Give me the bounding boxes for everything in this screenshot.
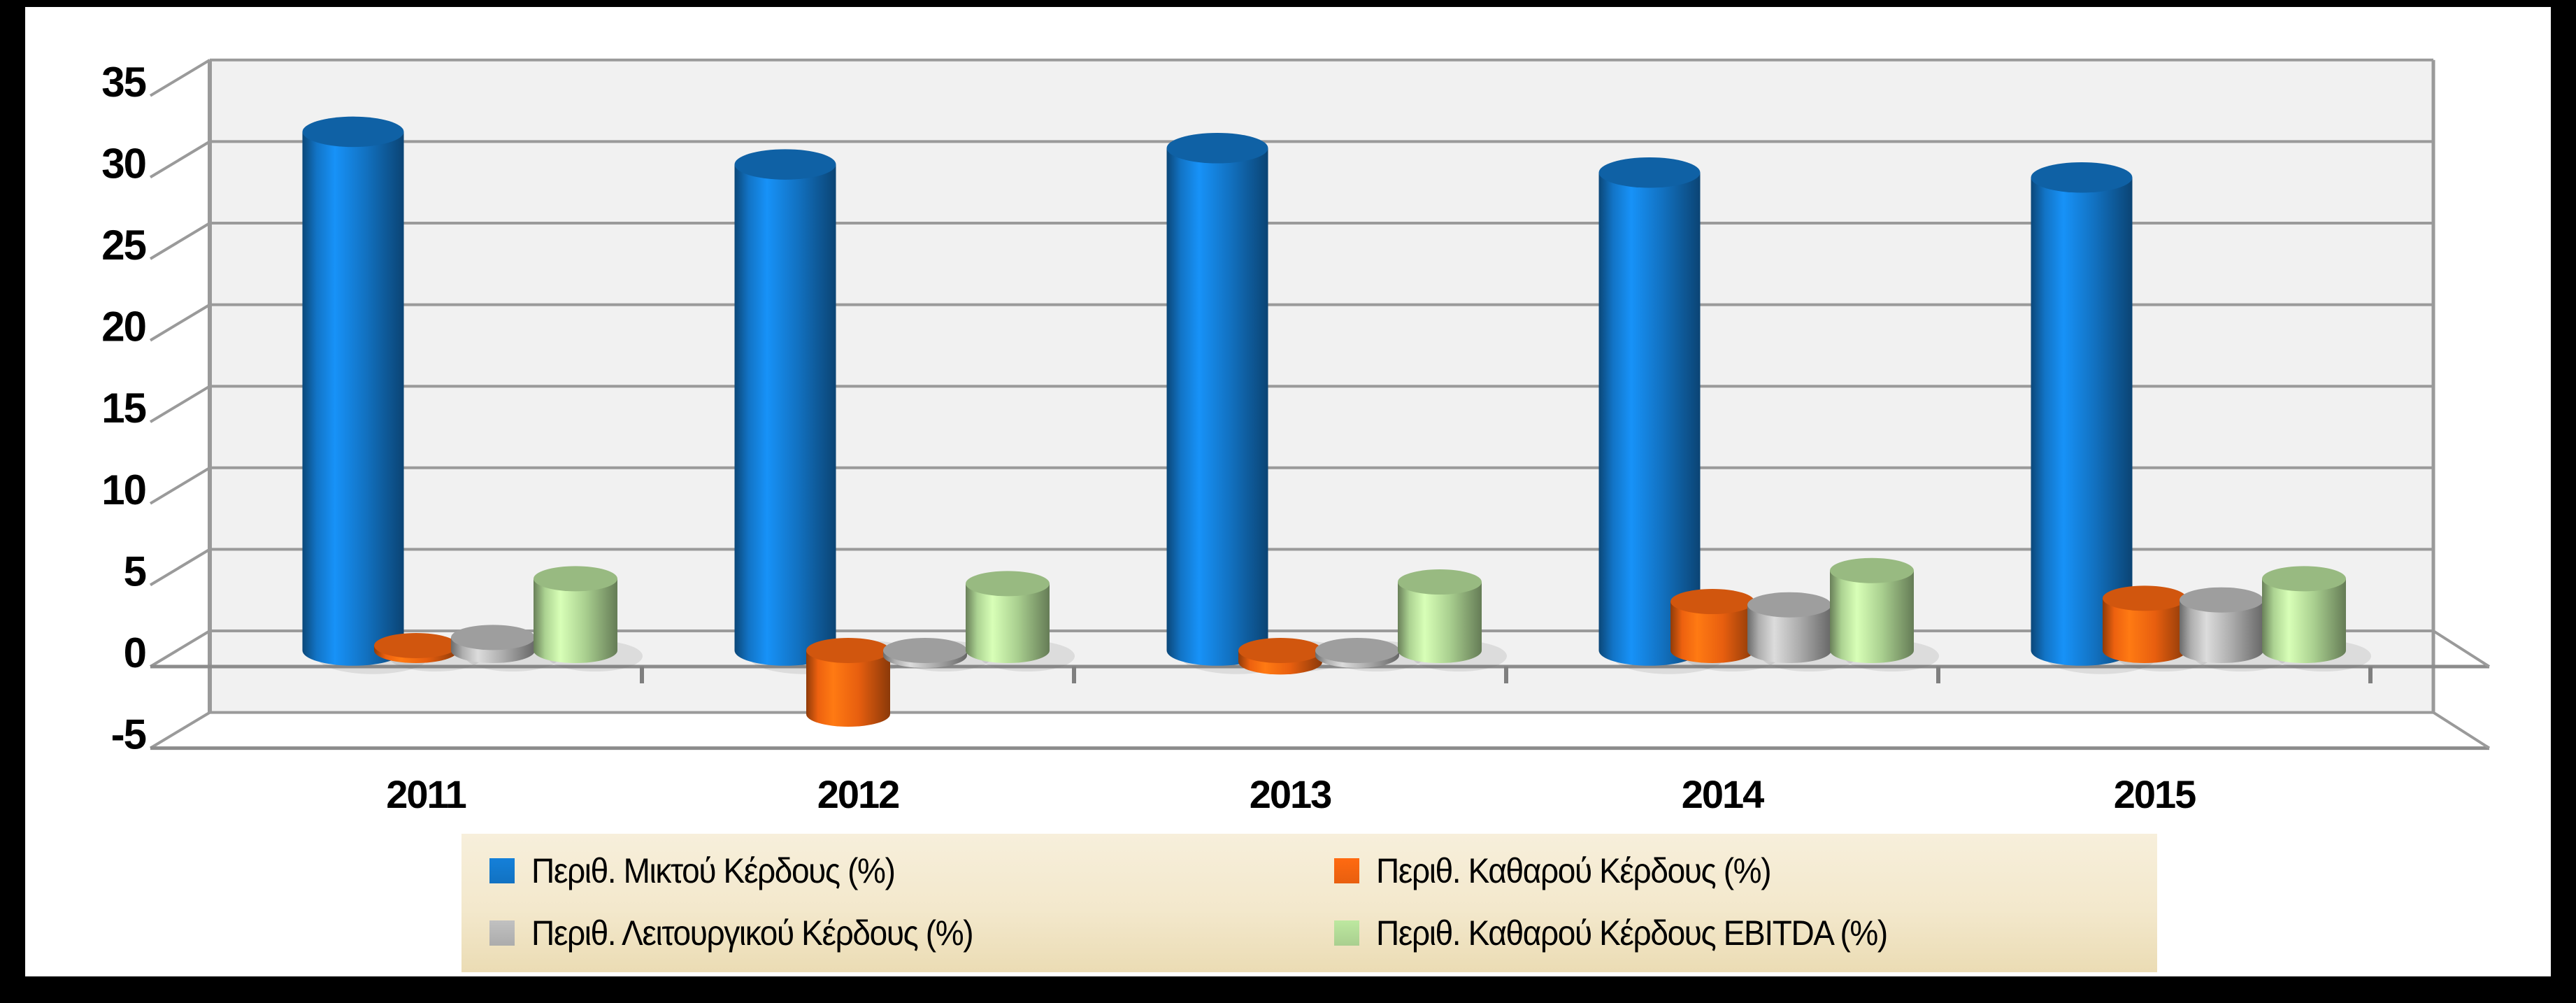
legend-swatch-ebitda-margin <box>1334 920 1359 946</box>
legend-item-net-margin: Περιθ. Καθαρού Κέρδους (%) <box>1334 851 2157 891</box>
svg-text:2014: 2014 <box>1682 772 1764 816</box>
svg-text:25: 25 <box>101 222 145 269</box>
svg-text:2013: 2013 <box>1250 772 1331 816</box>
legend-item-gross-margin: Περιθ. Μικτού Κέρδους (%) <box>489 851 1334 891</box>
chart-legend: Περιθ. Μικτού Κέρδους (%) Περιθ. Καθαρού… <box>461 834 2157 972</box>
legend-label-ebitda-margin: Περιθ. Καθαρού Κέρδους EBITDA (%) <box>1376 913 1888 953</box>
legend-swatch-net-margin <box>1334 858 1359 883</box>
chart-area: 35 30 25 20 15 10 5 0 -5 2011 2012 2013 2014 2015 Περ… <box>25 7 2551 976</box>
svg-text:20: 20 <box>101 304 145 350</box>
legend-swatch-gross-margin <box>489 858 515 883</box>
svg-text:2012: 2012 <box>817 772 899 816</box>
svg-text:5: 5 <box>124 548 146 595</box>
legend-item-ebitda-margin: Περιθ. Καθαρού Κέρδους EBITDA (%) <box>1334 913 2157 953</box>
legend-label-gross-margin: Περιθ. Μικτού Κέρδους (%) <box>531 851 896 890</box>
svg-text:35: 35 <box>101 59 145 106</box>
legend-label-net-margin: Περιθ. Καθαρού Κέρδους (%) <box>1376 851 1772 890</box>
svg-text:15: 15 <box>101 385 145 432</box>
legend-label-operating-margin: Περιθ. Λειτουργικού Κέρδους (%) <box>531 913 974 953</box>
svg-text:2015: 2015 <box>2114 772 2196 816</box>
legend-swatch-operating-margin <box>489 920 515 946</box>
svg-text:2011: 2011 <box>386 772 466 816</box>
svg-text:0: 0 <box>124 629 145 676</box>
legend-item-operating-margin: Περιθ. Λειτουργικού Κέρδους (%) <box>489 913 1334 953</box>
svg-text:10: 10 <box>101 467 145 513</box>
svg-text:30: 30 <box>101 140 145 187</box>
svg-text:-5: -5 <box>111 711 146 758</box>
